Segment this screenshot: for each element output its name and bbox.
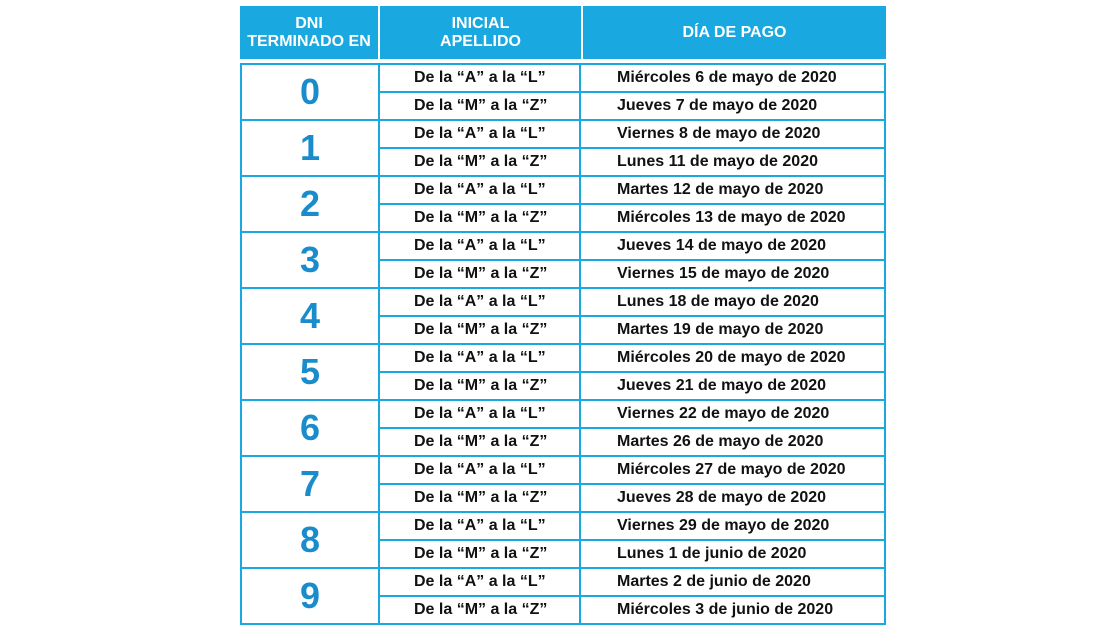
inicial-apellido-cell: De la “M” a la “Z” [380,541,581,567]
dia-de-pago-cell: Miércoles 6 de mayo de 2020 [617,69,837,86]
dni-ending-digit: 8 [242,513,380,567]
dia-de-pago-cell: Jueves 21 de mayo de 2020 [617,377,827,394]
table-row: De la “A” a la “L” Viernes 8 de mayo de 2… [380,121,884,147]
inicial-apellido-cell: De la “M” a la “Z” [380,373,581,399]
inicial-apellido-cell: De la “A” a la “L” [380,65,581,91]
dni-group: 1 De la “A” a la “L” Viernes 8 de mayo de … [242,119,884,175]
dia-de-pago-cell: Viernes 15 de mayo de 2020 [617,265,830,282]
group-rows: De la “A” a la “L” Martes 2 de junio de 2… [380,569,884,623]
inicial-apellido-cell: De la “M” a la “Z” [380,205,581,231]
dia-de-pago-cell: Lunes 11 de mayo de 2020 [617,153,818,170]
table-row: De la “M” a la “Z” Martes 19 de mayo de 2… [380,315,884,343]
table-row: De la “A” a la “L” Martes 2 de junio de 2… [380,569,884,595]
group-rows: De la “A” a la “L” Viernes 22 de mayo de … [380,401,884,455]
dni-group: 8 De la “A” a la “L” Viernes 29 de mayo de… [242,511,884,567]
dni-group: 5 De la “A” a la “L” Miércoles 20 de mayo … [242,343,884,399]
table-row: De la “A” a la “L” Viernes 29 de mayo de … [380,513,884,539]
table-row: De la “A” a la “L” Jueves 14 de mayo de 2… [380,233,884,259]
table-row: De la “A” a la “L” Martes 12 de mayo de 2… [380,177,884,203]
inicial-apellido-cell: De la “M” a la “Z” [380,485,581,511]
inicial-apellido-cell: De la “A” a la “L” [380,401,581,427]
dia-de-pago-cell: Martes 19 de mayo de 2020 [617,321,824,338]
dni-ending-digit: 6 [242,401,380,455]
table-row: De la “A” a la “L” Viernes 22 de mayo de … [380,401,884,427]
dia-de-pago-cell: Jueves 14 de mayo de 2020 [617,237,827,254]
table-row: De la “A” a la “L” Lunes 18 de mayo de 20… [380,289,884,315]
dni-ending-digit: 0 [242,65,380,119]
dni-group: 7 De la “A” a la “L” Miércoles 27 de mayo … [242,455,884,511]
table-row: De la “M” a la “Z” Lunes 11 de mayo de 20… [380,147,884,175]
table-row: De la “M” a la “Z” Miércoles 13 de mayo d… [380,203,884,231]
table-row: De la “M” a la “Z” Jueves 21 de mayo de 2… [380,371,884,399]
inicial-apellido-cell: De la “M” a la “Z” [380,429,581,455]
inicial-apellido-cell: De la “A” a la “L” [380,177,581,203]
header-dni: DNI TERMINADO EN [240,6,378,59]
table-row: De la “M” a la “Z” Viernes 15 de mayo de … [380,259,884,287]
group-rows: De la “A” a la “L” Miércoles 27 de mayo d… [380,457,884,511]
dia-de-pago-cell: Jueves 7 de mayo de 2020 [617,97,818,114]
dia-de-pago-cell: Martes 2 de junio de 2020 [617,573,811,590]
dni-ending-digit: 4 [242,289,380,343]
inicial-apellido-cell: De la “A” a la “L” [380,513,581,539]
table-header: DNI TERMINADO EN INICIAL APELLIDO DÍA DE… [240,6,886,59]
inicial-apellido-cell: De la “M” a la “Z” [380,261,581,287]
dni-ending-digit: 9 [242,569,380,623]
dia-de-pago-cell: Miércoles 13 de mayo de 2020 [617,209,846,226]
dni-group: 2 De la “A” a la “L” Martes 12 de mayo de … [242,175,884,231]
dni-group: 6 De la “A” a la “L” Viernes 22 de mayo de… [242,399,884,455]
dni-group: 3 De la “A” a la “L” Jueves 14 de mayo de … [242,231,884,287]
table-row: De la “M” a la “Z” Jueves 28 de mayo de 2… [380,483,884,511]
dni-ending-digit: 2 [242,177,380,231]
inicial-apellido-cell: De la “M” a la “Z” [380,93,581,119]
inicial-apellido-cell: De la “A” a la “L” [380,345,581,371]
table-row: De la “M” a la “Z” Martes 26 de mayo de 2… [380,427,884,455]
dni-ending-digit: 7 [242,457,380,511]
dia-de-pago-cell: Miércoles 20 de mayo de 2020 [617,349,846,366]
inicial-apellido-cell: De la “A” a la “L” [380,233,581,259]
dia-de-pago-cell: Martes 12 de mayo de 2020 [617,181,824,198]
dia-de-pago-cell: Lunes 1 de junio de 2020 [617,545,807,562]
group-rows: De la “A” a la “L” Miércoles 20 de mayo d… [380,345,884,399]
payment-schedule-table: DNI TERMINADO EN INICIAL APELLIDO DÍA DE… [240,6,886,625]
table-body: 0 De la “A” a la “L” Miércoles 6 de mayo d… [240,63,886,625]
group-rows: De la “A” a la “L” Viernes 8 de mayo de 2… [380,121,884,175]
table-row: De la “M” a la “Z” Jueves 7 de mayo de 20… [380,91,884,119]
header-dia-de-pago: DÍA DE PAGO [583,6,886,59]
table-row: De la “A” a la “L” Miércoles 6 de mayo de… [380,65,884,91]
dia-de-pago-cell: Martes 26 de mayo de 2020 [617,433,824,450]
dni-ending-digit: 3 [242,233,380,287]
inicial-apellido-cell: De la “A” a la “L” [380,289,581,315]
dni-ending-digit: 5 [242,345,380,399]
dni-group: 0 De la “A” a la “L” Miércoles 6 de mayo d… [242,65,884,119]
dni-group: 9 De la “A” a la “L” Martes 2 de junio de … [242,567,884,623]
dni-group: 4 De la “A” a la “L” Lunes 18 de mayo de 2… [242,287,884,343]
table-row: De la “M” a la “Z” Miércoles 3 de junio d… [380,595,884,623]
header-inicial-apellido: INICIAL APELLIDO [380,6,581,59]
dia-de-pago-cell: Lunes 18 de mayo de 2020 [617,293,819,310]
dni-ending-digit: 1 [242,121,380,175]
group-rows: De la “A” a la “L” Jueves 14 de mayo de 2… [380,233,884,287]
table-row: De la “A” a la “L” Miércoles 27 de mayo d… [380,457,884,483]
group-rows: De la “A” a la “L” Martes 12 de mayo de 2… [380,177,884,231]
table-row: De la “M” a la “Z” Lunes 1 de junio de 20… [380,539,884,567]
dia-de-pago-cell: Jueves 28 de mayo de 2020 [617,489,827,506]
group-rows: De la “A” a la “L” Miércoles 6 de mayo de… [380,65,884,119]
inicial-apellido-cell: De la “A” a la “L” [380,121,581,147]
inicial-apellido-cell: De la “A” a la “L” [380,457,581,483]
table-row: De la “A” a la “L” Miércoles 20 de mayo d… [380,345,884,371]
dia-de-pago-cell: Miércoles 27 de mayo de 2020 [617,461,846,478]
dia-de-pago-cell: Viernes 29 de mayo de 2020 [617,517,830,534]
group-rows: De la “A” a la “L” Viernes 29 de mayo de … [380,513,884,567]
inicial-apellido-cell: De la “A” a la “L” [380,569,581,595]
inicial-apellido-cell: De la “M” a la “Z” [380,149,581,175]
inicial-apellido-cell: De la “M” a la “Z” [380,317,581,343]
dia-de-pago-cell: Viernes 8 de mayo de 2020 [617,125,821,142]
group-rows: De la “A” a la “L” Lunes 18 de mayo de 20… [380,289,884,343]
inicial-apellido-cell: De la “M” a la “Z” [380,597,581,623]
dia-de-pago-cell: Miércoles 3 de junio de 2020 [617,601,834,618]
dia-de-pago-cell: Viernes 22 de mayo de 2020 [617,405,830,422]
